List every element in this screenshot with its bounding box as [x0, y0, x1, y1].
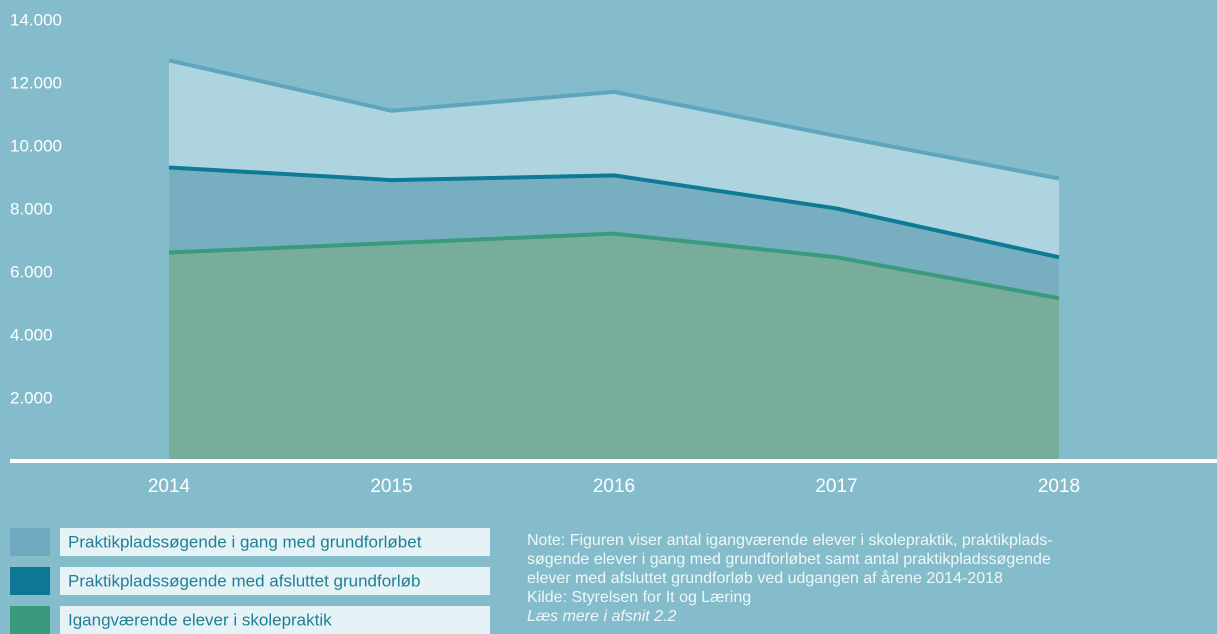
source: Kilde: Styrelsen for It og Læring [527, 589, 751, 606]
y-tick-label: 8.000 [10, 199, 53, 218]
x-tick-label: 2016 [593, 476, 635, 497]
y-tick-label: 12.000 [10, 73, 62, 92]
legend-label: Praktikpladssøgende med afsluttet grundf… [68, 571, 420, 590]
legend-swatch [10, 606, 50, 634]
legend-box [60, 567, 490, 595]
y-tick-label: 14.000 [10, 10, 62, 29]
x-tick-label: 2014 [148, 476, 191, 497]
legend-swatch [10, 528, 50, 556]
note-line: elever med afsluttet grundforløb ved udg… [527, 569, 1003, 587]
y-tick-label: 4.000 [10, 325, 53, 344]
note-line: Note: Figuren viser antal igangværende e… [527, 532, 1053, 549]
note-line: søgende elever i gang med grundforløbet … [527, 551, 1051, 568]
x-tick-label: 2017 [815, 476, 857, 497]
area-line [168, 58, 1060, 181]
y-tick-label: 2.000 [10, 388, 53, 407]
x-tick-label: 2015 [370, 476, 412, 497]
area-line [168, 231, 1060, 301]
legend-box [60, 528, 490, 556]
area-line [168, 165, 1060, 260]
x-tick-label: 2018 [1038, 476, 1080, 497]
legend-label: Igangværende elever i skolepraktik [68, 610, 332, 629]
y-tick-label: 6.000 [10, 262, 53, 281]
y-tick-label: 10.000 [10, 136, 62, 155]
legend-swatch [10, 567, 50, 595]
legend-box [60, 606, 490, 634]
legend-label: Praktikpladssøgende i gang med grundforl… [68, 532, 422, 551]
link[interactable]: Læs mere i afsnit 2.2 [527, 608, 677, 625]
area [169, 233, 1059, 462]
